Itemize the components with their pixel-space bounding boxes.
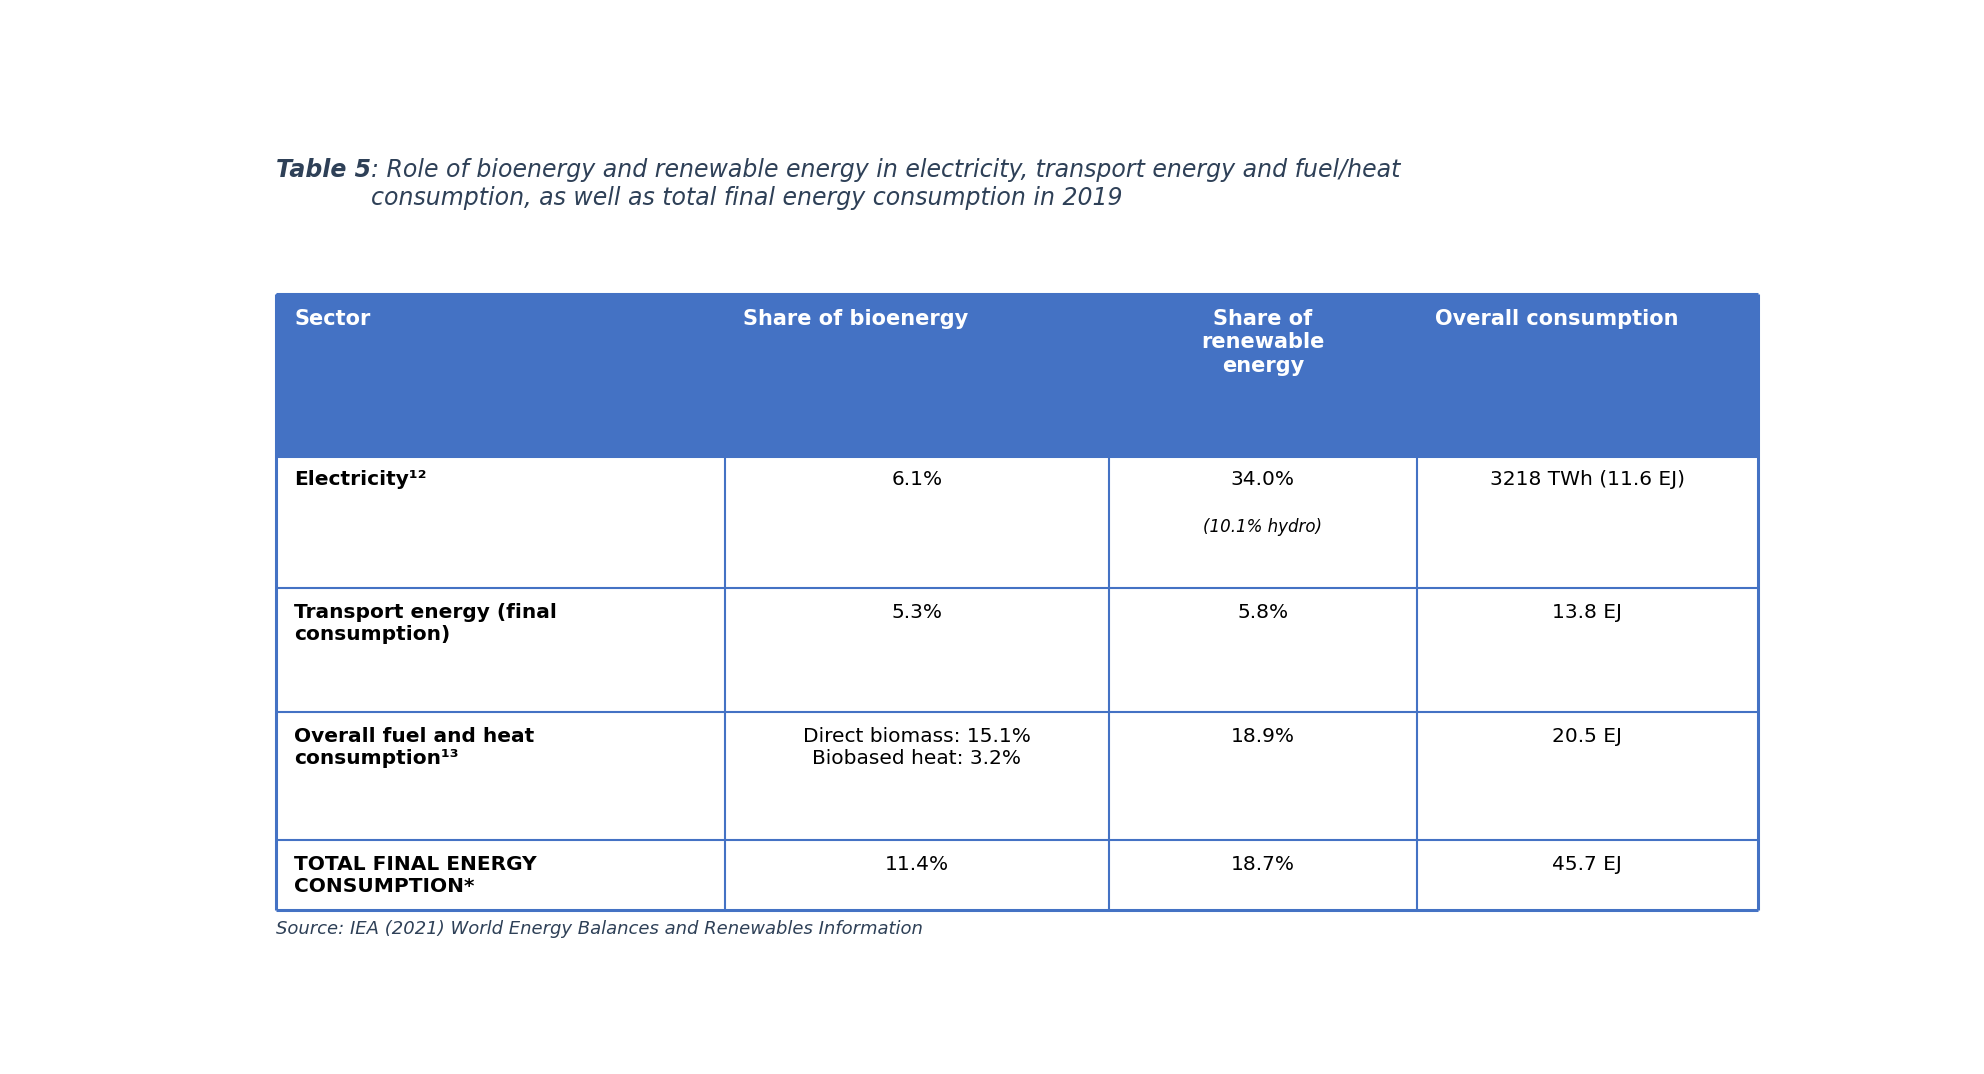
FancyBboxPatch shape (276, 840, 1758, 956)
FancyBboxPatch shape (276, 712, 1758, 840)
Text: 11.4%: 11.4% (885, 855, 948, 874)
Text: 5.3%: 5.3% (891, 603, 942, 622)
Text: Share of bioenergy: Share of bioenergy (744, 309, 968, 329)
Text: Direct biomass: 15.1%
Biobased heat: 3.2%: Direct biomass: 15.1% Biobased heat: 3.2… (804, 727, 1032, 768)
Text: Source: IEA (2021) World Energy Balances and Renewables Information: Source: IEA (2021) World Energy Balances… (276, 920, 923, 939)
Text: 34.0%: 34.0% (1230, 470, 1296, 490)
Text: Electricity¹²: Electricity¹² (294, 470, 427, 490)
Text: 18.7%: 18.7% (1230, 855, 1296, 874)
Text: Overall consumption: Overall consumption (1434, 309, 1678, 329)
FancyBboxPatch shape (276, 587, 1758, 712)
Text: Overall fuel and heat
consumption¹³: Overall fuel and heat consumption¹³ (294, 727, 534, 768)
FancyBboxPatch shape (276, 294, 1758, 455)
Text: 20.5 EJ: 20.5 EJ (1551, 727, 1623, 745)
Text: Share of
renewable
energy: Share of renewable energy (1200, 309, 1325, 376)
Text: 13.8 EJ: 13.8 EJ (1551, 603, 1623, 622)
FancyBboxPatch shape (276, 455, 1758, 587)
Text: 6.1%: 6.1% (891, 470, 942, 490)
Text: Sector: Sector (294, 309, 371, 329)
Text: TOTAL FINAL ENERGY
CONSUMPTION*: TOTAL FINAL ENERGY CONSUMPTION* (294, 855, 538, 896)
Text: (10.1% hydro): (10.1% hydro) (1204, 518, 1321, 536)
Text: Transport energy (final
consumption): Transport energy (final consumption) (294, 603, 558, 643)
Text: : Role of bioenergy and renewable energy in electricity, transport energy and fu: : Role of bioenergy and renewable energy… (371, 158, 1401, 209)
Text: 45.7 EJ: 45.7 EJ (1551, 855, 1623, 874)
Text: 5.8%: 5.8% (1238, 603, 1288, 622)
Text: 18.9%: 18.9% (1230, 727, 1296, 745)
Text: 3218 TWh (11.6 EJ): 3218 TWh (11.6 EJ) (1490, 470, 1684, 490)
Text: Table 5: Table 5 (276, 158, 371, 182)
